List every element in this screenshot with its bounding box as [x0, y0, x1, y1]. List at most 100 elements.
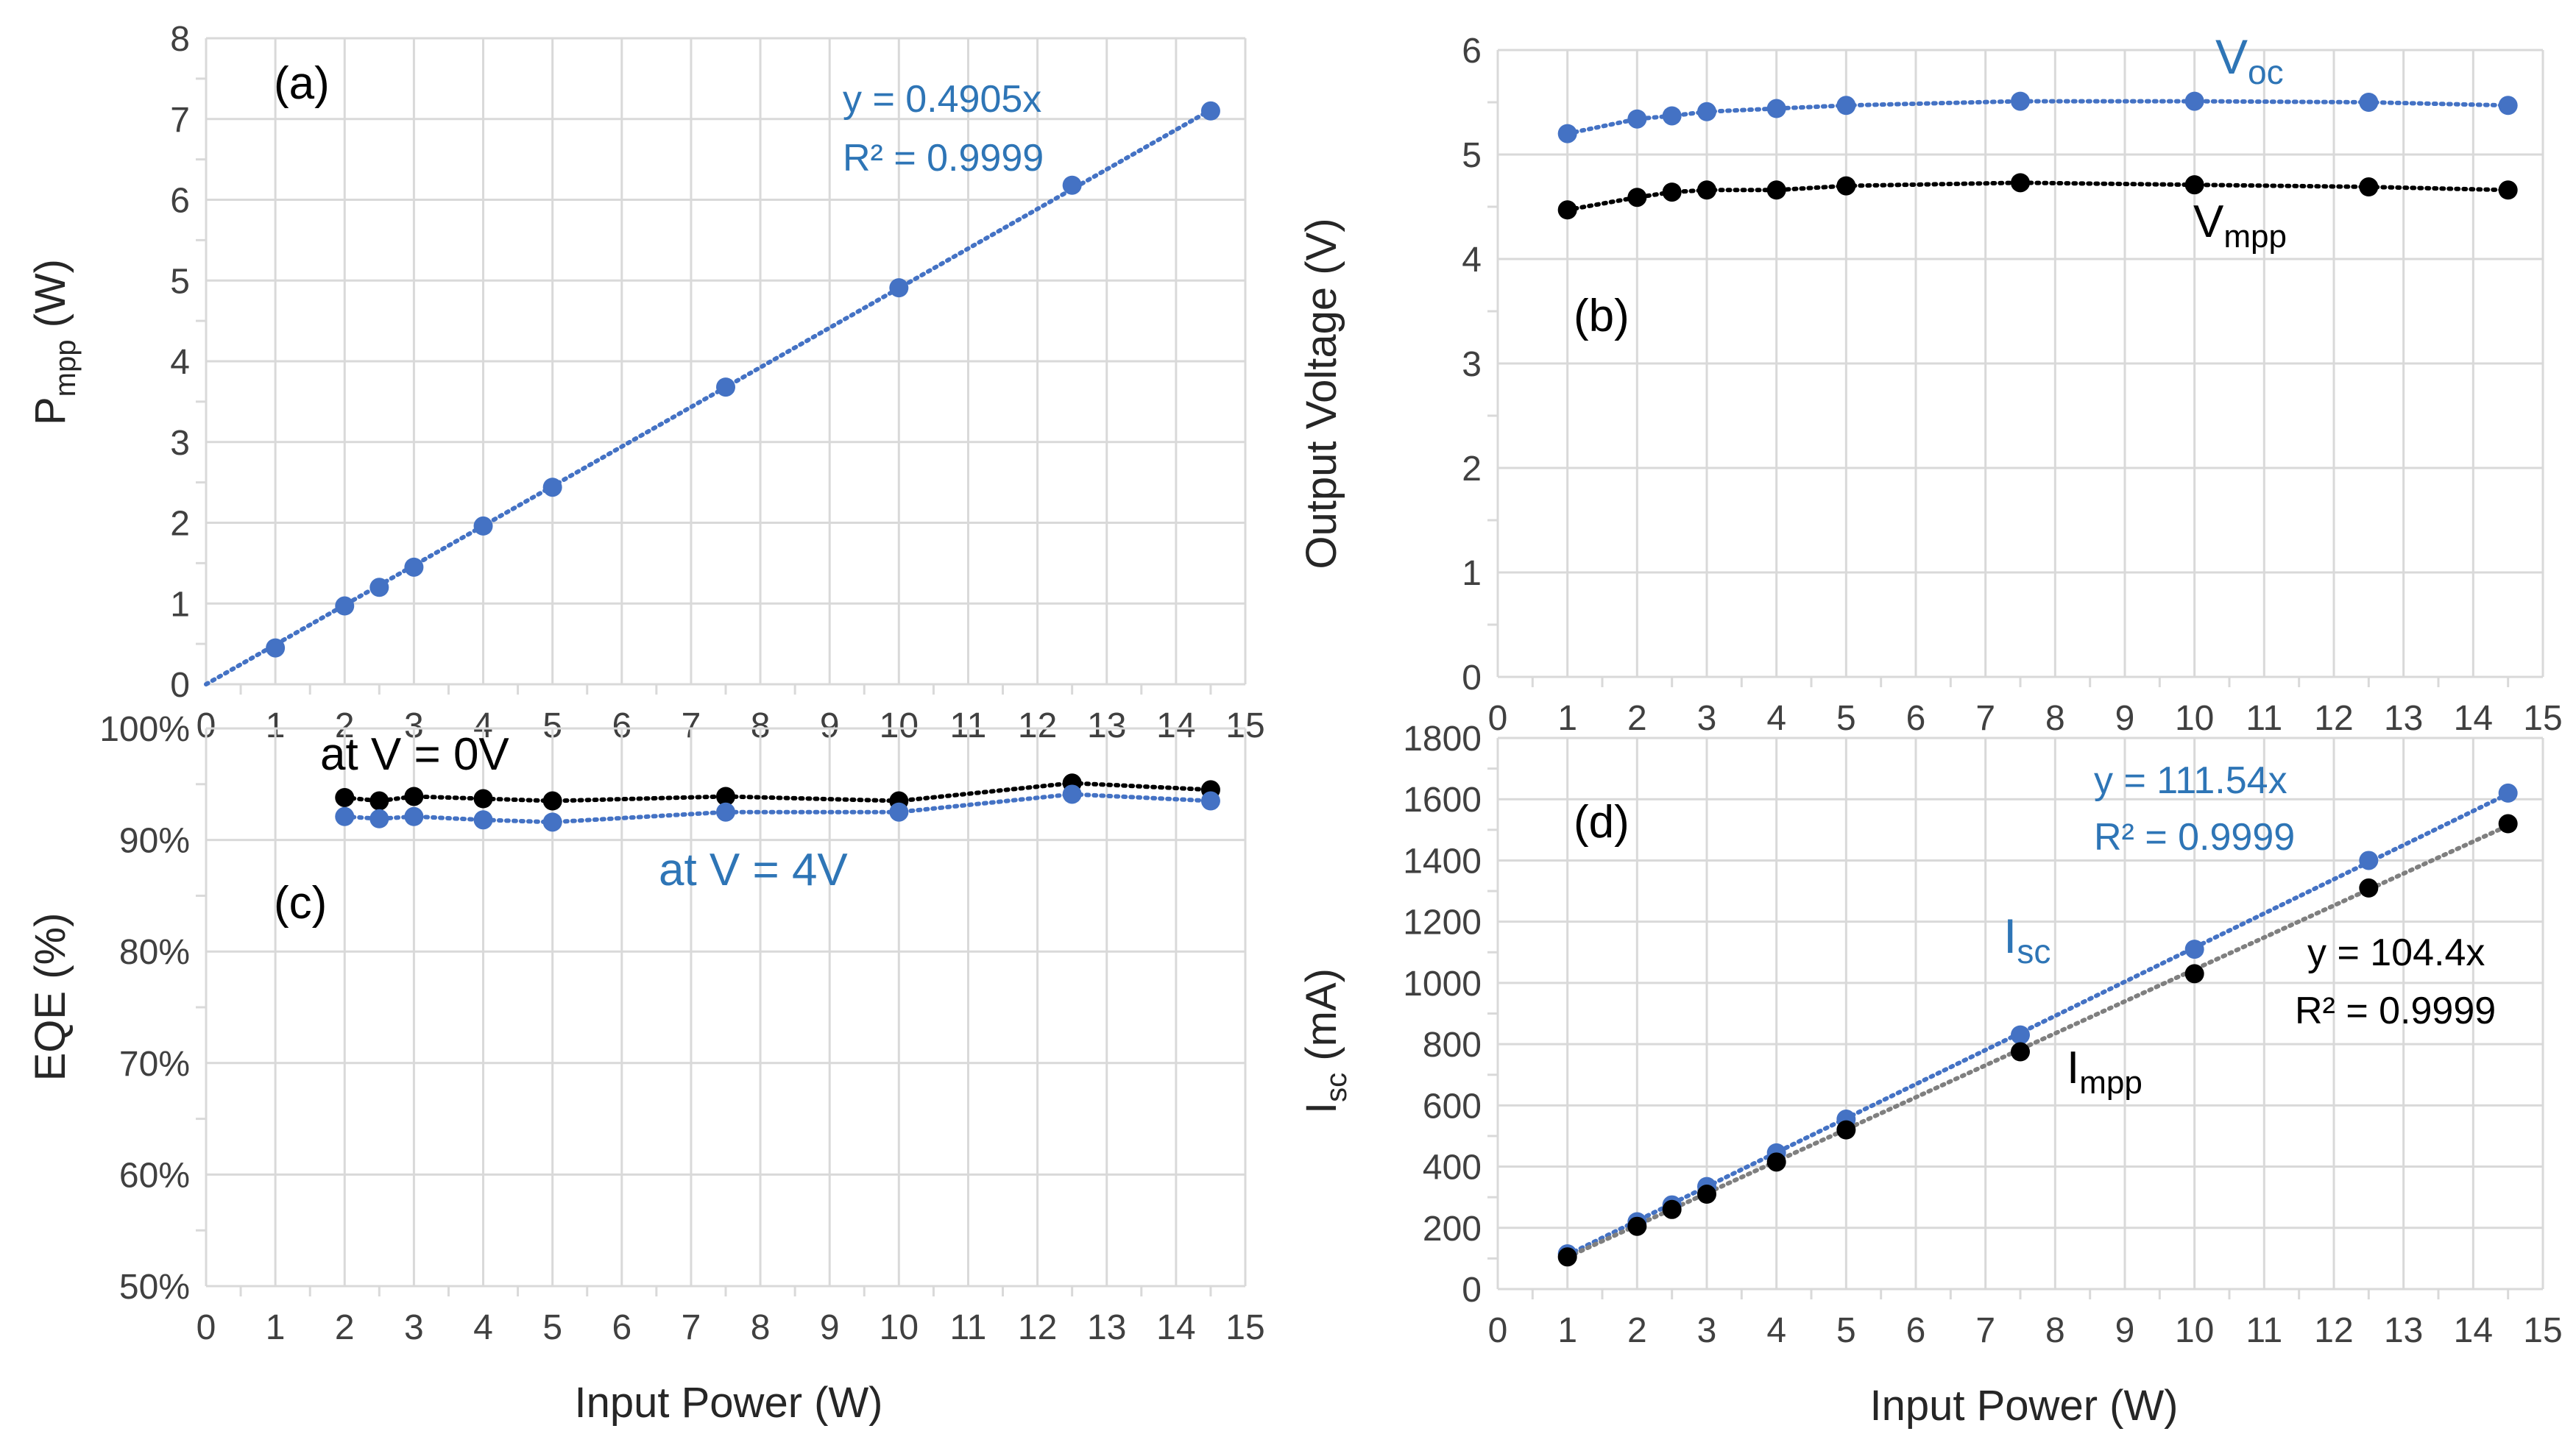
y-tick-label: 1400	[1403, 842, 1482, 881]
y-tick-label: 400	[1423, 1149, 1482, 1188]
data-point	[1627, 109, 1647, 129]
y-tick-label: 70%	[119, 1045, 190, 1084]
x-tick-label: 4	[473, 1308, 493, 1347]
panel-a-label: (a)	[274, 58, 330, 109]
data-point	[335, 806, 355, 826]
data-point	[1766, 1152, 1786, 1172]
x-tick-label: 0	[197, 1308, 216, 1347]
y-tick-label: 1800	[1403, 720, 1482, 759]
data-point	[716, 787, 735, 806]
data-point	[2359, 177, 2379, 197]
series-impp-label: Impp	[2067, 1043, 2142, 1101]
data-point	[1627, 188, 1647, 207]
x-tick-label: 5	[1836, 699, 1856, 738]
y-tick-label: 2	[170, 505, 190, 544]
data-point	[1662, 182, 1682, 202]
data-point	[1697, 102, 1716, 121]
y-tick-label: 80%	[119, 933, 190, 972]
x-tick-label: 3	[1697, 699, 1717, 738]
data-point	[2011, 173, 2030, 193]
data-point	[404, 787, 424, 806]
x-tick-label: 11	[950, 1308, 987, 1347]
y-tick-label: 6	[1462, 32, 1482, 71]
panel-d-impp-r2: R² = 0.9999	[2295, 990, 2496, 1032]
x-tick-label: 5	[542, 1308, 562, 1347]
data-point	[1697, 180, 1716, 200]
x-tick-label: 0	[1488, 699, 1508, 738]
data-point	[404, 806, 424, 826]
y-tick-label: 3	[170, 424, 190, 463]
data-point	[473, 516, 493, 536]
x-tick-label: 2	[1627, 1311, 1647, 1350]
x-tick-label: 9	[2115, 699, 2135, 738]
x-tick-label: 8	[2045, 699, 2065, 738]
x-tick-label: 7	[1975, 1311, 1995, 1350]
y-tick-label: 60%	[119, 1156, 190, 1195]
x-tick-label: 6	[1906, 699, 1926, 738]
trendline	[1565, 823, 2510, 1260]
y-tick-label: 8	[170, 20, 190, 59]
y-tick-label: 50%	[119, 1268, 190, 1307]
data-point	[716, 377, 735, 397]
data-point	[2011, 1025, 2030, 1045]
y-tick-label: 6	[170, 182, 190, 221]
data-point	[335, 596, 355, 616]
data-point	[889, 278, 909, 298]
y-tick-label: 2	[1462, 450, 1482, 489]
data-point	[2184, 940, 2204, 959]
data-point	[2184, 91, 2204, 111]
y-tick-label: 3	[1462, 345, 1482, 384]
data-point	[1836, 96, 1856, 116]
x-tick-label: 2	[1627, 699, 1647, 738]
x-tick-label: 3	[1697, 1311, 1717, 1350]
data-point	[2498, 96, 2518, 116]
data-point	[1836, 1120, 1856, 1140]
y-tick-label: 1	[1462, 554, 1482, 593]
data-point	[2011, 1042, 2030, 1062]
panel-d-points	[1557, 783, 2518, 1267]
data-point	[542, 812, 562, 832]
panel-b-points	[1557, 91, 2518, 220]
x-tick-label: 14	[2454, 699, 2493, 738]
x-tick-label: 14	[1156, 1308, 1195, 1347]
data-point	[1200, 101, 1220, 121]
x-tick-label: 3	[404, 1308, 424, 1347]
panel-c-xlabel: Input Power (W)	[575, 1379, 883, 1427]
panel-c-grid	[196, 727, 1247, 1296]
data-point	[1766, 180, 1786, 200]
x-tick-label: 12	[2314, 1311, 2353, 1350]
data-point	[1662, 1199, 1682, 1219]
panel-d-ylabel: Isc (mA)	[1298, 968, 1353, 1114]
x-tick-label: 9	[2115, 1311, 2135, 1350]
y-tick-label: 600	[1423, 1087, 1482, 1126]
data-point	[1766, 99, 1786, 118]
panel-d: 0 1 2 3 4 5 6 7 8 9 10 11 12 13 14 15020040060080010001…	[1298, 720, 2563, 1430]
series-v0-label: at V = 0V	[320, 729, 509, 780]
panel-d-xlabel: Input Power (W)	[1870, 1382, 2179, 1430]
data-point	[1627, 1216, 1647, 1236]
y-tick-label: 90%	[119, 822, 190, 861]
y-tick-label: 4	[170, 343, 190, 382]
data-point	[1557, 124, 1577, 143]
x-tick-label: 2	[335, 1308, 355, 1347]
x-tick-label: 12	[2314, 699, 2353, 738]
panel-d-isc-equation: y = 111.54x	[2094, 759, 2287, 802]
x-tick-label: 9	[820, 1308, 840, 1347]
x-tick-label: 15	[1225, 1308, 1264, 1347]
panel-a-points	[266, 101, 1220, 658]
data-point	[542, 478, 562, 497]
x-tick-label: 10	[2175, 699, 2214, 738]
y-tick-label: 5	[1462, 136, 1482, 175]
data-point	[369, 809, 389, 828]
panel-a-grid	[196, 37, 1247, 695]
data-point	[266, 638, 286, 658]
x-tick-label: 11	[2246, 1311, 2282, 1350]
data-point	[404, 557, 424, 577]
data-point	[1200, 791, 1220, 811]
y-tick-label: 4	[1462, 241, 1482, 280]
data-point	[2184, 964, 2204, 984]
data-point	[1557, 1247, 1577, 1267]
